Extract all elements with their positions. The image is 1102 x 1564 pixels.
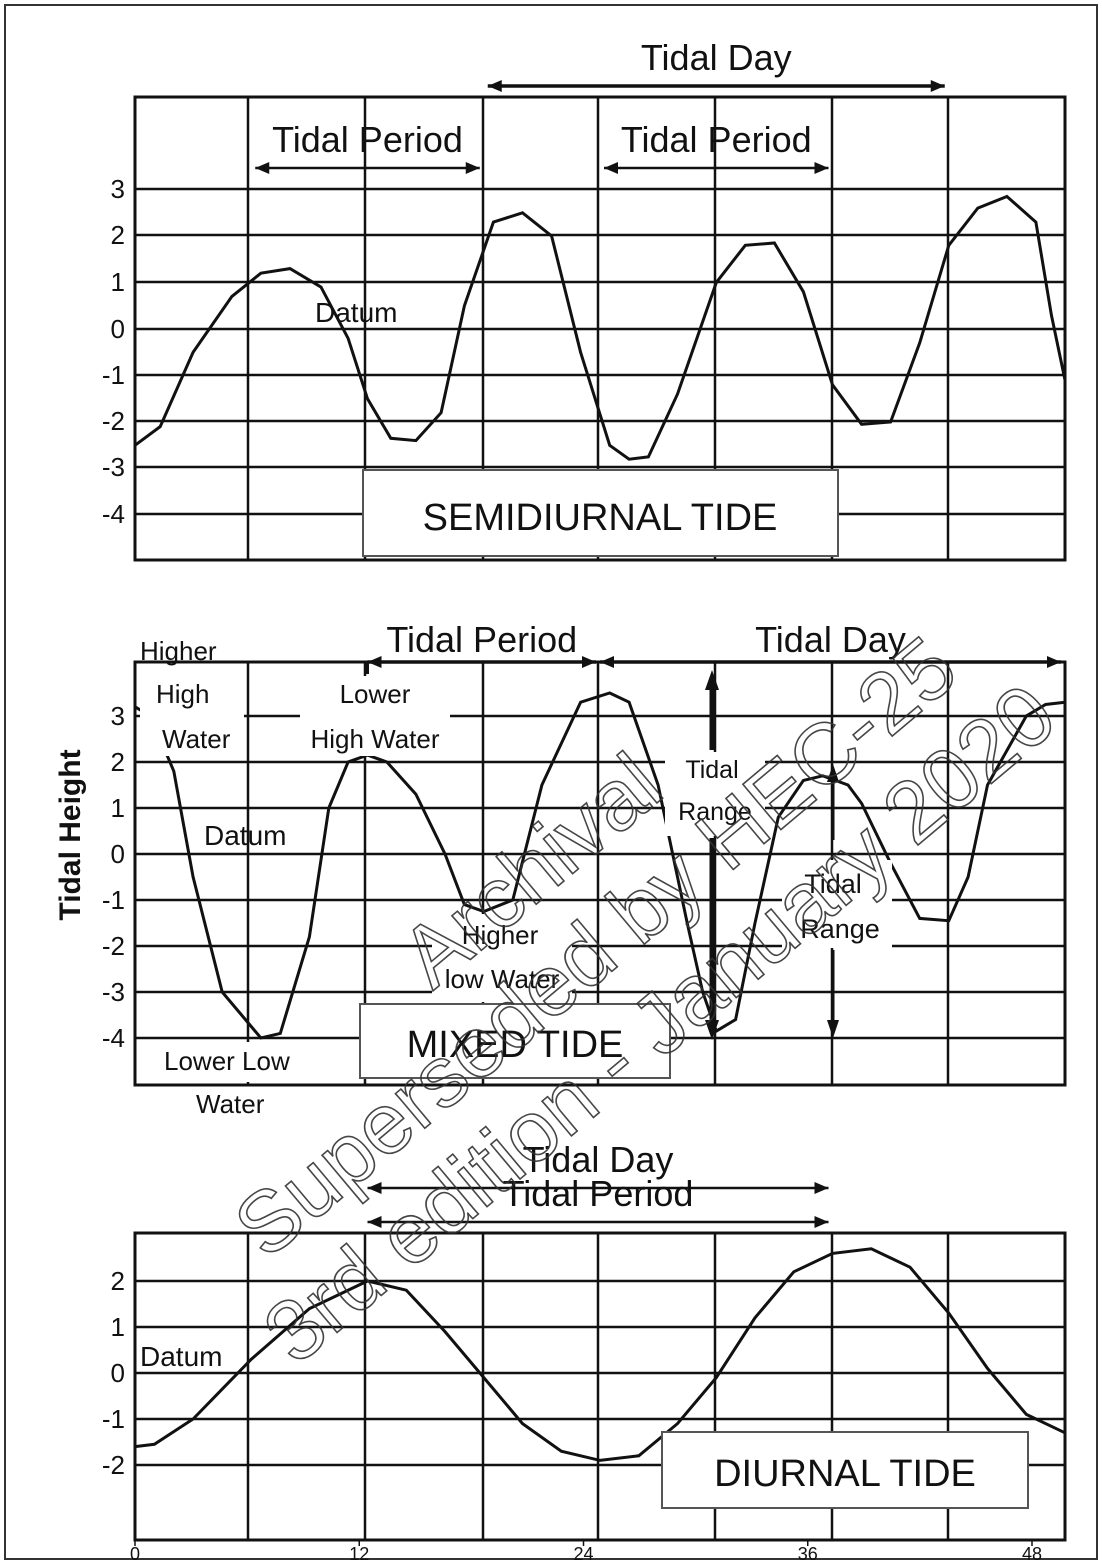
y-tick-label: -1 [102,885,125,915]
span-label: Tidal Day [523,1139,674,1180]
tidal-range-1-line1: Tidal [685,756,738,784]
span-label: Tidal Period [621,119,812,160]
y-tick-label: -3 [102,452,125,482]
higher-low-water-line2: low Water [445,964,560,994]
lower-high-water-line1: Lower [340,679,411,709]
y-tick-label: 0 [111,1358,125,1388]
lower-high-water-line2: High Water [310,724,439,754]
diurnal-title: DIURNAL TIDE [714,1453,976,1495]
tidal-range-1-line2: Range [678,798,752,826]
span-arrowhead-right [814,1216,829,1228]
higher-high-water-line1: Higher [140,636,217,666]
diurnal-x-ticks: 0 12 24 36 48 [130,1540,1042,1564]
lower-low-water-line1: Lower Low [164,1046,290,1076]
y-tick-label: -1 [102,360,125,390]
diurnal-title-box [661,1431,1029,1509]
semidiurnal-curve [134,194,1067,461]
semidiurnal-datum-label: Datum [315,297,397,328]
diurnal-y-ticks: 2 1 0 -1 -2 [102,1266,125,1480]
x-tick-label: 24 [573,1544,593,1564]
diurnal-curve [134,1247,1066,1462]
mixed-title-box [359,1003,671,1079]
tidal-range-2-line1: Tidal [804,869,862,899]
tidal-range-2-line2: Range [800,914,880,944]
y-tick-label: -2 [102,1450,125,1480]
x-tick-label: 0 [130,1544,140,1564]
diurnal-datum-label: Datum [140,1341,222,1372]
span-label: Tidal Period [386,619,577,660]
semidiurnal-title-box [362,469,839,557]
span-arrowhead-left [604,162,618,174]
mixed-panel: 3 2 1 0 -1 -2 -3 -4 Tidal Period Tidal Day Tidal… [102,619,1067,1119]
y-tick-label: 3 [111,701,125,731]
span-arrowhead-right [814,1182,829,1194]
y-tick-label: 2 [111,1266,125,1296]
mixed-title: MIXED TIDE [407,1024,624,1066]
y-tick-label: 1 [111,793,125,823]
span-arrowhead-right [814,162,829,174]
y-tick-label: 3 [111,174,125,204]
y-tick-label: 2 [111,747,125,777]
span-arrowhead-left [367,1216,382,1228]
semidiurnal-spans: Tidal Day Tidal Period Tidal Period [255,37,945,174]
semidiurnal-y-ticks: 3 2 1 0 -1 -2 -3 -4 [102,174,125,529]
y-tick-label: 1 [111,1312,125,1342]
y-tick-label: -2 [102,931,125,961]
y-tick-label: 0 [111,314,125,344]
mixed-spans: Tidal Period Tidal Day [366,619,1061,674]
span-arrowhead-left [487,80,502,92]
y-tick-label: -4 [102,499,125,529]
span-label: Tidal Period [272,119,463,160]
tidal-range-arrow-1 [705,670,719,1040]
semidiurnal-title: SEMIDIURNAL TIDE [423,497,778,539]
x-tick-label: 48 [1022,1544,1042,1564]
span-arrowhead-right [465,162,480,174]
lower-low-water-line2: Water [196,1089,265,1119]
y-tick-label: -4 [102,1023,125,1053]
semidiurnal-grid [133,95,1067,562]
mixed-y-ticks: 3 2 1 0 -1 -2 -3 -4 [102,701,125,1053]
y-tick-label: -1 [102,1404,125,1434]
figure-border [4,4,1098,1560]
x-tick-label: 36 [798,1544,818,1564]
higher-low-water-line1: Higher [462,920,539,950]
y-tick-label: 2 [111,220,125,250]
span-label: Tidal Day [755,619,906,660]
span-arrowhead-right [1047,656,1061,668]
higher-high-water-line3: Water [162,724,231,754]
y-tick-label: 1 [111,267,125,297]
higher-high-water-line2: High [156,679,209,709]
y-tick-label: -3 [102,977,125,1007]
span-label: Tidal Day [641,37,792,78]
span-arrowhead-left [255,162,270,174]
span-arrowhead-left [367,1182,382,1194]
mixed-datum-label: Datum [204,820,286,851]
span-arrowhead-left [367,656,382,668]
y-tick-label: 0 [111,839,125,869]
tidal-range-arrow-2 [827,764,839,1038]
y-axis-title: Tidal Height [54,749,87,920]
span-arrowhead-left [600,656,614,668]
span-arrowhead-right [582,656,596,668]
span-label: Tidal Period [503,1173,694,1214]
x-tick-label: 12 [349,1544,369,1564]
y-tick-label: -2 [102,406,125,436]
plot-frame [133,1231,1067,1542]
mixed-curve [134,691,1066,1040]
span-arrowhead-right [930,80,945,92]
